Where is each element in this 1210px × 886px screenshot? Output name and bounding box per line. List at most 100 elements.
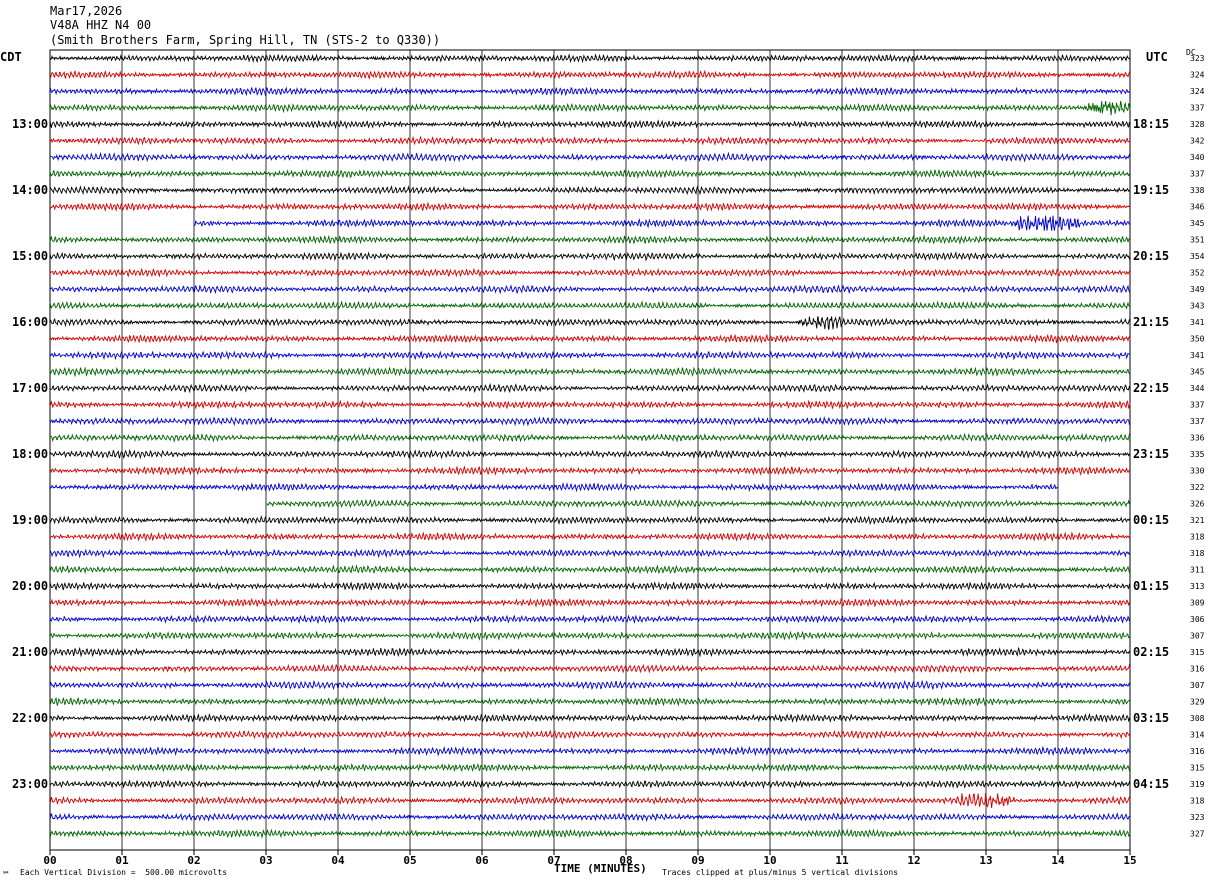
trace-row-3: [49, 100, 1131, 116]
trace-row-27: [266, 498, 1131, 510]
trace-row-15: [49, 300, 1131, 310]
left-hour-label: 19:00: [12, 513, 48, 527]
clip-note: Traces clipped at plus/minus 5 vertical …: [662, 868, 899, 877]
dc-offset-label: 338: [1190, 186, 1205, 195]
trace-row-43: [49, 762, 1131, 773]
dc-offset-label: 337: [1190, 401, 1205, 410]
trace-row-40: [49, 712, 1131, 723]
trace-row-45: [49, 792, 1131, 809]
dc-offset-label: 321: [1190, 516, 1205, 525]
dc-offset-label: 315: [1190, 648, 1205, 657]
dc-offset-label: 316: [1190, 665, 1205, 674]
trace-row-5: [49, 135, 1131, 147]
trace-row-6: [49, 151, 1131, 163]
x-tick-label: 05: [403, 854, 416, 867]
dc-offset-label: 341: [1190, 318, 1205, 327]
dc-offset-label: 309: [1190, 599, 1205, 608]
header-location: (Smith Brothers Farm, Spring Hill, TN (S…: [50, 33, 441, 47]
dc-offset-label: 322: [1190, 483, 1205, 492]
x-tick-label: 08: [619, 854, 632, 867]
right-hour-label: 22:15: [1133, 381, 1169, 395]
dc-offset-label: 318: [1190, 549, 1205, 558]
right-hour-label: 04:15: [1133, 777, 1169, 791]
trace-row-36: [49, 646, 1131, 658]
dc-offset-label: 326: [1190, 500, 1205, 509]
trace-row-28: [49, 514, 1131, 526]
trace-row-29: [49, 531, 1131, 542]
right-hour-label: 23:15: [1133, 447, 1169, 461]
trace-row-33: [49, 597, 1131, 608]
x-tick-label: 06: [475, 854, 489, 867]
trace-row-9: [49, 201, 1131, 212]
plot-frame: [49, 49, 1131, 851]
trace-row-23: [49, 432, 1131, 443]
trace-row-0: [49, 53, 1131, 64]
trace-row-14: [49, 284, 1131, 295]
trace-row-1: [49, 69, 1131, 80]
header-station: V48A HHZ N4 00: [50, 18, 152, 32]
trace-row-10: [194, 215, 1131, 231]
dc-offset-label: 350: [1190, 335, 1205, 344]
dc-offset-label: 340: [1190, 153, 1205, 162]
dc-offset-label: 352: [1190, 269, 1205, 278]
trace-row-19: [49, 366, 1131, 378]
trace-row-7: [49, 168, 1131, 179]
dc-offset-label: 306: [1190, 615, 1205, 624]
x-tick-label: 09: [691, 854, 704, 867]
dc-offset-label: 315: [1190, 764, 1205, 773]
right-hour-label: 03:15: [1133, 711, 1169, 725]
left-hour-label: 22:00: [12, 711, 48, 725]
dc-offset-label: 328: [1190, 120, 1205, 129]
trace-row-4: [49, 119, 1131, 130]
trace-row-18: [49, 350, 1131, 361]
dc-offset-label: 307: [1190, 681, 1205, 690]
left-hour-label: 14:00: [12, 183, 48, 197]
trace-row-42: [49, 745, 1131, 757]
dc-offset-label: 323: [1190, 813, 1205, 822]
dc-offset-label: 343: [1190, 302, 1205, 311]
dc-offset-label: 330: [1190, 467, 1205, 476]
trace-row-8: [49, 185, 1131, 196]
trace-row-34: [49, 614, 1131, 625]
left-hour-label: 16:00: [12, 315, 48, 329]
dc-offset-label: 341: [1190, 351, 1205, 360]
dc-offset-label: 345: [1190, 219, 1205, 228]
left-hour-label: 18:00: [12, 447, 48, 461]
trace-row-12: [49, 251, 1131, 262]
trace-row-37: [49, 663, 1131, 674]
dc-column-label: DC: [1186, 48, 1196, 57]
dc-offset-label: 336: [1190, 434, 1205, 443]
header-date: Mar17,2026: [50, 4, 123, 18]
left-timezone-label: CDT: [0, 50, 22, 64]
x-tick-label: 10: [763, 854, 776, 867]
left-hour-label: 23:00: [12, 777, 48, 791]
x-tick-label: 02: [187, 854, 200, 867]
dc-offset-label: 318: [1190, 797, 1205, 806]
right-hour-label: 20:15: [1133, 249, 1169, 263]
right-hour-label: 01:15: [1133, 579, 1169, 593]
right-hour-label: 00:15: [1133, 513, 1169, 527]
right-timezone-label: UTC: [1146, 50, 1168, 64]
dc-offset-label: 308: [1190, 714, 1205, 723]
trace-row-47: [49, 828, 1131, 839]
dc-offset-label: 324: [1190, 87, 1205, 96]
x-tick-label: 03: [259, 854, 272, 867]
dc-offset-label: 318: [1190, 533, 1205, 542]
vertical-scale-note: Each Vertical Division = 500.00 microvol…: [20, 868, 228, 877]
trace-row-35: [49, 630, 1131, 641]
dc-offset-label: 324: [1190, 71, 1205, 80]
dc-offset-label: 329: [1190, 698, 1205, 707]
dc-offset-label: 345: [1190, 368, 1205, 377]
dc-offset-label: 346: [1190, 203, 1205, 212]
trace-row-16: [49, 316, 1131, 330]
trace-row-21: [49, 399, 1131, 410]
dc-offset-label: 316: [1190, 747, 1205, 756]
trace-row-25: [49, 465, 1131, 476]
trace-row-38: [49, 679, 1131, 691]
x-tick-label: 13: [979, 854, 992, 867]
dc-offset-label: 327: [1190, 830, 1205, 839]
x-tick-label: 11: [835, 854, 849, 867]
trace-row-41: [49, 729, 1131, 740]
dc-offset-label: 351: [1190, 236, 1205, 245]
trace-row-26: [49, 481, 1059, 493]
